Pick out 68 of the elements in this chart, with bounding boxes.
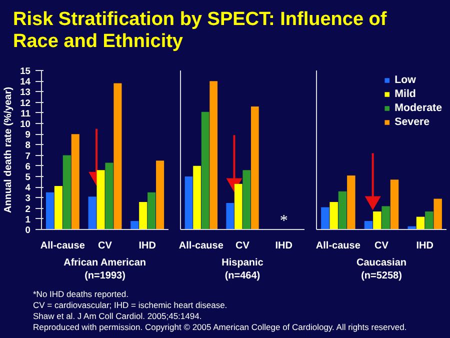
bar (156, 160, 164, 230)
bar (416, 216, 425, 230)
legend-label: Moderate (394, 102, 442, 114)
y-axis-title: Annual death rate (%/year) (3, 86, 14, 214)
bar (364, 221, 373, 230)
bar (382, 206, 390, 230)
y-tick-label: 8 (25, 140, 31, 150)
bar (425, 211, 434, 230)
bar (130, 221, 139, 230)
x-tick-label: IHD (416, 240, 434, 252)
y-tick-label: 15 (20, 66, 31, 76)
bar (250, 106, 259, 230)
y-tick-label: 13 (20, 87, 31, 98)
x-tick-label: IHD (138, 240, 156, 252)
bar (54, 186, 62, 230)
y-tick-label: 10 (20, 119, 31, 129)
x-tick-label: CV (98, 240, 112, 252)
y-tick-label: 1 (25, 214, 31, 224)
y-tick-label: 9 (25, 130, 31, 140)
y-tick-label: 3 (25, 193, 31, 204)
x-tick-label: IHD (275, 240, 292, 252)
bar (96, 170, 105, 230)
x-tick-label: All-cause (40, 240, 86, 252)
y-tick-label: 2 (25, 204, 31, 214)
bar (184, 176, 193, 230)
bar (210, 81, 218, 230)
legend-label: Mild (394, 88, 416, 100)
y-tick-label: 14 (20, 76, 32, 87)
x-axis-title: Caucasian (n=5258) (356, 258, 407, 282)
bar (46, 192, 54, 230)
y-tick-label: 7 (25, 150, 31, 161)
chart-title: Risk Stratification by SPECT: Influence of Race and Ethnicity (13, 9, 388, 53)
text: Reproduced with permission. Copyright © 2005 American College of Cardiology. All rights reserved. (33, 322, 407, 332)
y-tick-label: 5 (25, 172, 31, 182)
text: Shaw et al. J Am Coll Cardiol. 2005;45:1494. (33, 311, 202, 321)
x-tick-label: All-cause (178, 240, 224, 252)
bar (62, 155, 71, 230)
bar (71, 134, 80, 230)
y-tick-label: 6 (25, 161, 31, 172)
bar (321, 207, 330, 230)
y-tick-label: 12 (20, 98, 31, 108)
x-axis-title: African American (n=1993) (64, 258, 146, 282)
bar (105, 162, 114, 230)
bar (330, 202, 338, 230)
bar (347, 175, 356, 230)
bar (139, 202, 148, 230)
text: CV = cardiovascular; IHD = ischemic heart disease. (33, 300, 228, 310)
y-tick-label: 4 (25, 182, 32, 193)
legend-label: Severe (394, 116, 430, 128)
legend-label: Low (394, 74, 416, 86)
bar (242, 170, 251, 230)
x-axis-title: Hispanic (n=464) (222, 258, 264, 282)
bar (201, 112, 210, 230)
x-tick-label: CV (374, 240, 389, 252)
annotation: * (280, 212, 288, 230)
bar (114, 83, 122, 230)
bar (338, 191, 347, 230)
bar (193, 166, 201, 230)
text: *No IHD deaths reported. (33, 289, 128, 299)
bar (148, 192, 156, 230)
x-tick-label: All-cause (316, 240, 361, 252)
x-tick-label: CV (236, 240, 250, 252)
bar (226, 203, 234, 230)
y-tick-label: 0 (25, 225, 31, 235)
bar (390, 180, 399, 230)
bar (88, 196, 96, 230)
y-tick-label: 11 (20, 108, 31, 118)
bar (434, 198, 442, 230)
